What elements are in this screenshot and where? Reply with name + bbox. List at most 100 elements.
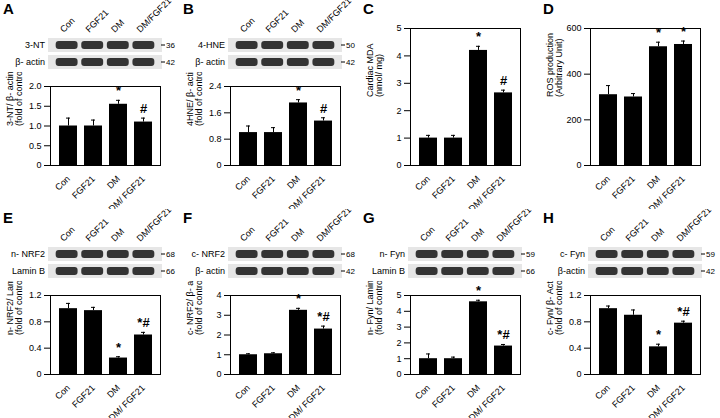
svg-text:0.8: 0.8 [569,317,582,327]
svg-text:DM/ FGF21: DM/ FGF21 [287,174,327,209]
svg-text:FGF21: FGF21 [250,174,277,201]
svg-text:Con: Con [413,383,432,402]
svg-text:Lamin B: Lamin B [372,266,405,276]
svg-text:4: 4 [396,51,401,61]
svg-text:*#: *# [677,304,690,319]
svg-text:DM: DM [649,226,666,243]
svg-text:42: 42 [166,58,175,67]
svg-text:DM/ FGF21: DM/ FGF21 [467,383,507,418]
svg-text:4-HNE: 4-HNE [198,40,225,50]
svg-text:DM/ FGF21: DM/ FGF21 [107,174,147,209]
svg-text:DM/FGF21: DM/FGF21 [135,0,174,34]
svg-text:2: 2 [216,330,221,340]
svg-text:DM/ FGF21: DM/ FGF21 [647,174,687,209]
svg-text:68: 68 [166,250,175,259]
svg-text:3-NT/ β- actin(fold of control: 3-NT/ β- actin(fold of control) [5,72,24,126]
svg-text:0: 0 [396,160,401,170]
svg-text:DM: DM [105,174,122,191]
svg-text:50: 50 [346,41,355,50]
svg-text:FGF21: FGF21 [84,8,111,35]
svg-text:3-NT: 3-NT [25,40,46,50]
svg-text:n- Fyn: n- Fyn [379,249,405,259]
svg-text:DM: DM [465,383,482,400]
svg-text:68: 68 [346,250,355,259]
svg-text:DM/ FGF21: DM/ FGF21 [467,174,507,209]
svg-text:DM: DM [469,226,486,243]
svg-text:Con: Con [593,383,612,402]
svg-text:2.0: 2.0 [29,81,42,91]
svg-text:0: 0 [396,369,401,379]
svg-text:*: * [656,327,662,342]
svg-text:1.6: 1.6 [209,108,222,118]
svg-text:*: * [681,24,687,39]
svg-text:5: 5 [396,23,401,33]
svg-text:*#: *# [317,309,330,324]
svg-text:FGF21: FGF21 [70,383,97,410]
svg-text:#: # [140,101,148,116]
svg-text:c- NRF2/ β- actin(fold of cont: c- NRF2/ β- actin(fold of control) [185,281,204,335]
svg-text:DM: DM [285,383,302,400]
svg-text:3: 3 [396,322,401,332]
svg-text:0: 0 [36,160,41,170]
svg-text:DM: DM [285,174,302,191]
svg-text:DM: DM [289,226,306,243]
svg-text:DM: DM [645,383,662,400]
svg-text:Con: Con [593,174,612,193]
svg-text:FGF21: FGF21 [430,383,457,410]
svg-text:2.4: 2.4 [209,81,222,91]
svg-text:#: # [500,73,508,88]
svg-text:*: * [296,83,302,98]
svg-text:0.8: 0.8 [29,317,42,327]
svg-text:1: 1 [216,350,221,360]
svg-text:*: * [296,291,302,306]
svg-text:0.8: 0.8 [209,134,222,144]
svg-text:42: 42 [346,267,355,276]
svg-text:66: 66 [526,267,535,276]
svg-text:DM: DM [105,383,122,400]
svg-text:2: 2 [396,338,401,348]
svg-text:*: * [656,25,662,40]
svg-text:DM/ FGF21: DM/ FGF21 [647,383,687,418]
svg-text:4: 4 [396,306,401,316]
svg-text:*: * [476,29,482,44]
svg-text:0: 0 [36,369,41,379]
svg-text:DM: DM [109,17,126,34]
svg-text:Con: Con [53,174,72,193]
svg-text:1.2: 1.2 [29,290,42,300]
svg-text:DM: DM [289,17,306,34]
svg-text:1.0: 1.0 [29,121,42,131]
svg-text:Con: Con [238,225,257,244]
svg-text:0.4: 0.4 [29,343,42,353]
svg-text:n- Fyn/ Lamin B(fold of contro: n- Fyn/ Lamin B(fold of control) [365,281,384,335]
svg-text:Con: Con [598,225,617,244]
svg-text:5: 5 [396,290,401,300]
svg-text:*: * [116,83,122,98]
svg-text:FGF21: FGF21 [610,174,637,201]
svg-text:β- actin: β- actin [195,57,225,67]
svg-text:DM/FGF21: DM/FGF21 [315,0,354,34]
svg-text:c- NRF2: c- NRF2 [192,249,226,259]
svg-text:#: # [320,101,328,116]
svg-text:ROS production(Arbitrary Unit): ROS production(Arbitrary Unit) [545,33,564,97]
svg-text:4: 4 [216,290,221,300]
svg-text:c- Fyn/ β- Actin(fold of contr: c- Fyn/ β- Actin(fold of control) [545,281,564,335]
svg-text:0: 0 [576,160,581,170]
svg-text:FGF21: FGF21 [430,174,457,201]
svg-text:Con: Con [238,16,257,35]
svg-text:β- actin: β- actin [15,57,45,67]
svg-text:Con: Con [413,174,432,193]
svg-text:DM: DM [109,226,126,243]
svg-text:1.2: 1.2 [569,290,582,300]
svg-text:FGF21: FGF21 [250,383,277,410]
svg-text:400: 400 [566,69,581,79]
svg-text:DM: DM [465,174,482,191]
svg-text:36: 36 [166,41,175,50]
svg-text:59: 59 [706,250,715,259]
svg-text:66: 66 [166,267,175,276]
svg-text:FGF21: FGF21 [610,383,637,410]
svg-text:*#: *# [497,327,510,342]
svg-text:n- NRF2: n- NRF2 [11,249,45,259]
svg-text:FGF21: FGF21 [264,8,291,35]
svg-text:42: 42 [346,58,355,67]
svg-text:0.5: 0.5 [29,141,42,151]
